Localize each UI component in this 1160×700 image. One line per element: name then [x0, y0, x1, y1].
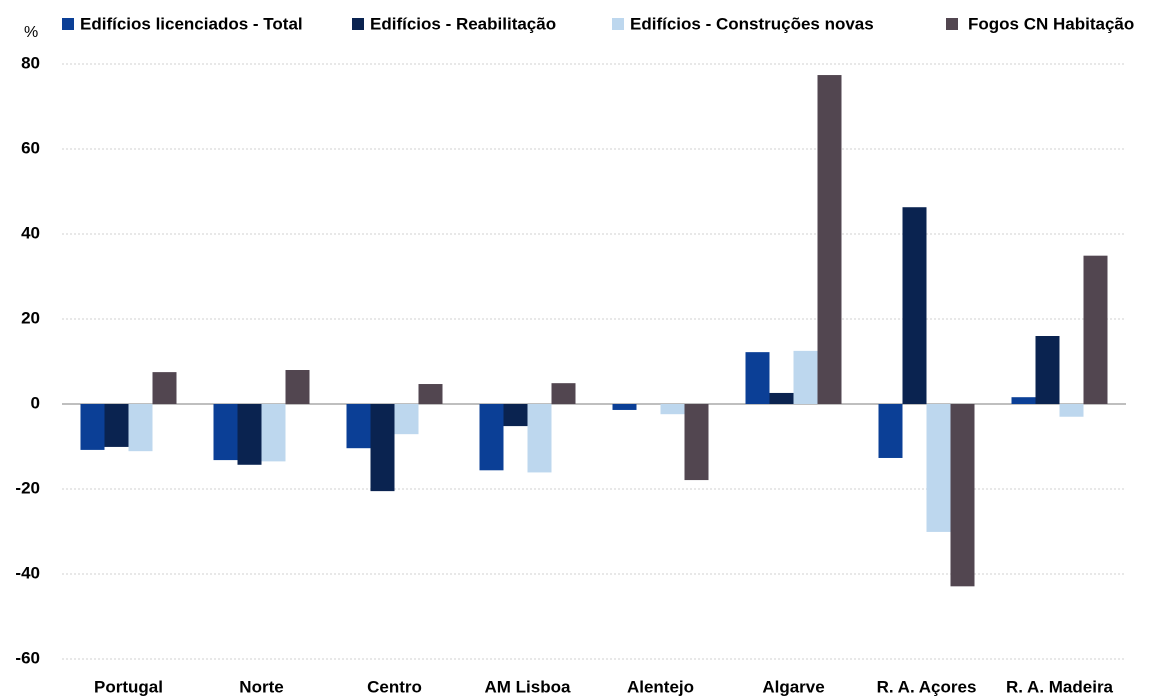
y-axis-label: %	[24, 24, 38, 41]
y-tick-label: 20	[21, 308, 40, 327]
y-tick-label: -60	[15, 648, 40, 667]
legend-swatch	[352, 18, 364, 30]
bar	[370, 404, 395, 492]
y-tick-label: 0	[31, 393, 40, 412]
y-tick-label: 60	[21, 138, 40, 157]
bar	[213, 404, 238, 461]
y-tick-label: 40	[21, 223, 40, 242]
bar	[950, 404, 975, 587]
bar	[346, 404, 371, 449]
legend-label: Edifícios - Construções novas	[630, 14, 874, 33]
y-tick-label: -20	[15, 478, 40, 497]
bar	[503, 404, 528, 427]
legend-label: Fogos CN Habitação	[968, 14, 1134, 33]
bar	[104, 404, 129, 447]
bar	[1083, 255, 1108, 404]
bar	[793, 350, 818, 404]
bar	[1011, 397, 1036, 404]
x-tick-label: R. A. Açores	[877, 677, 977, 696]
bar	[745, 352, 770, 404]
y-tick-label: 80	[21, 53, 40, 72]
bar	[878, 404, 903, 458]
bar	[152, 372, 177, 404]
bar	[660, 404, 685, 415]
bar	[418, 384, 443, 404]
bar	[479, 404, 504, 471]
bar	[261, 404, 286, 462]
x-tick-label: Alentejo	[627, 677, 694, 696]
bar	[551, 383, 576, 404]
x-tick-label: Algarve	[762, 677, 824, 696]
bar	[612, 404, 637, 410]
x-tick-label: R. A. Madeira	[1006, 677, 1114, 696]
x-tick-label: Norte	[239, 677, 283, 696]
legend-swatch	[612, 18, 624, 30]
bar	[926, 404, 951, 532]
bar	[237, 404, 262, 465]
bar	[1035, 336, 1060, 404]
x-tick-label: AM Lisboa	[485, 677, 571, 696]
bar	[80, 404, 105, 450]
bar	[128, 404, 153, 452]
legend-swatch	[946, 18, 958, 30]
bar	[1059, 404, 1084, 417]
bar	[394, 404, 419, 435]
bar	[684, 404, 709, 481]
x-tick-label: Portugal	[94, 677, 163, 696]
bar	[817, 75, 842, 405]
bar	[527, 404, 552, 473]
bar	[769, 392, 794, 404]
bar	[902, 207, 927, 404]
legend-swatch	[62, 18, 74, 30]
y-tick-label: -40	[15, 563, 40, 582]
x-tick-label: Centro	[367, 677, 422, 696]
bar	[285, 370, 310, 404]
legend-label: Edifícios licenciados - Total	[80, 14, 303, 33]
legend-label: Edifícios - Reabilitação	[370, 14, 556, 33]
